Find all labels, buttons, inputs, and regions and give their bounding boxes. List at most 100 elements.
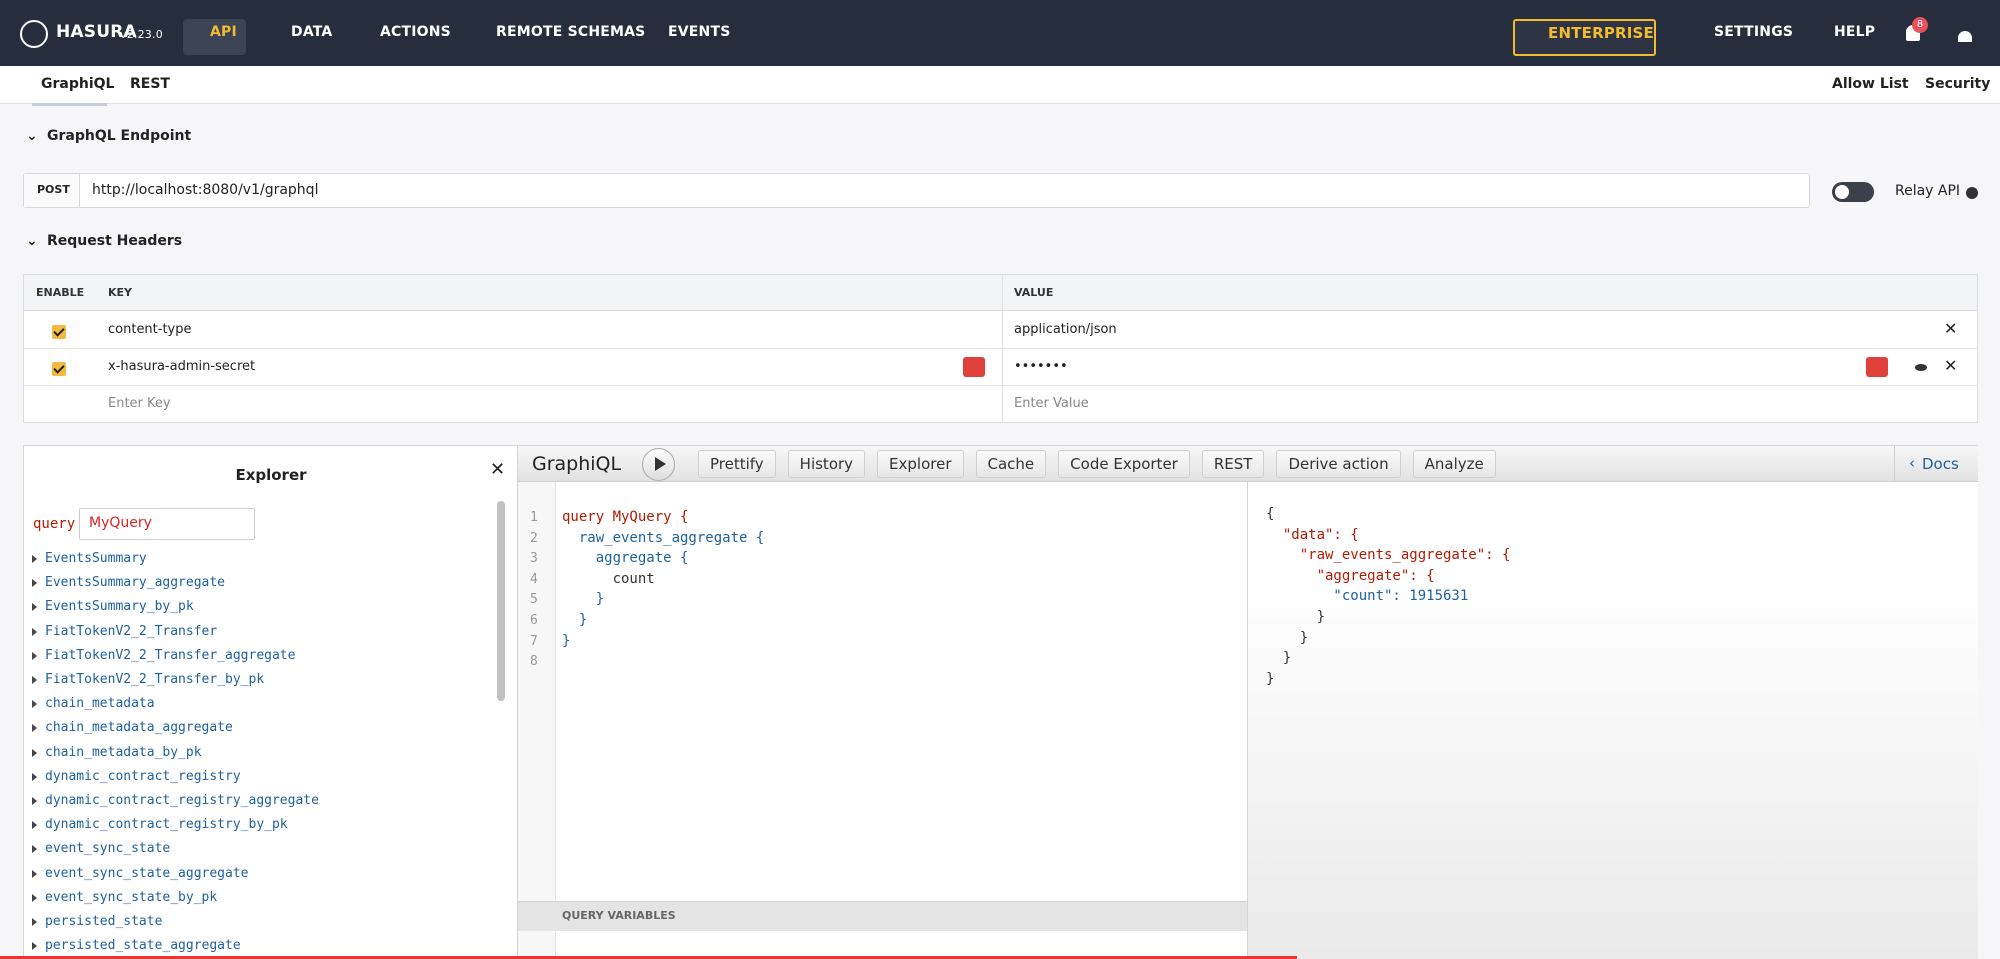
explorer-field[interactable]: event_sync_state [45,841,171,857]
notification-count: 8 [1912,17,1928,33]
nav-tab[interactable]: REMOTE SCHEMAS [496,24,646,40]
nav-tab[interactable]: EVENTS [668,24,731,40]
play-icon[interactable] [655,457,666,471]
headers-table: ENABLE KEY VALUE content-type application/js… [23,274,1978,423]
query-line[interactable]: count [562,570,655,587]
collapse-icon[interactable]: ⌄ [26,128,38,144]
query-line[interactable]: raw_events_aggregate { [562,529,765,546]
explorer-field[interactable]: chain_metadata_aggregate [45,720,233,736]
close-explorer[interactable]: ✕ [490,459,506,480]
docs-link[interactable]: Docs [1922,455,1959,473]
settings[interactable]: SETTINGS [1714,24,1794,40]
secret-icon[interactable] [963,357,985,377]
enable-checkbox[interactable] [52,325,66,339]
sub-tab[interactable]: GraphiQL [41,76,115,92]
query-line[interactable]: } [562,612,588,628]
placeholder-key[interactable]: Enter Key [108,396,171,411]
field-arrow[interactable] [32,651,37,660]
field-arrow[interactable] [32,724,37,733]
explorer-field[interactable]: FiatTokenV2_2_Transfer [45,623,218,639]
field-arrow[interactable] [32,627,37,636]
variables-title[interactable]: QUERY VARIABLES [562,909,676,922]
query-line[interactable]: aggregate { [562,550,689,567]
row-divider [24,385,1977,386]
field-arrow[interactable] [32,869,37,878]
field-arrow[interactable] [32,845,37,854]
docs-arrow[interactable]: ‹ [1909,454,1915,472]
nav-tab[interactable]: API [210,24,237,40]
toolbar-button[interactable]: Cache [975,450,1047,478]
query-name-input[interactable] [79,508,255,540]
user-icon[interactable] [1958,31,1972,42]
remove-icon[interactable]: ✕ [1944,319,1958,338]
line-number: 5 [530,592,538,608]
nav-tab[interactable]: DATA [291,24,333,40]
explorer-field[interactable]: EventsSummary [45,551,147,566]
query-line[interactable]: query MyQuery { [562,509,689,525]
field-arrow[interactable] [32,797,37,805]
query-line[interactable]: } [562,632,571,649]
field-arrow[interactable] [32,555,37,563]
explorer-field[interactable]: persisted_state_aggregate [45,938,241,954]
enterprise-label[interactable]: ENTERPRISE [1548,24,1655,42]
toolbar-button[interactable]: Derive action [1276,450,1401,478]
explorer-field[interactable]: FiatTokenV2_2_Transfer_aggregate [45,647,296,663]
show-icon[interactable] [1915,364,1927,371]
sub-tab[interactable]: REST [130,76,170,92]
placeholder-value[interactable]: Enter Value [1014,396,1089,411]
endpoint-url[interactable]: http://localhost:8080/v1/graphql [92,182,319,198]
field-arrow[interactable] [32,918,37,926]
field-arrow[interactable] [32,748,37,757]
field-arrow[interactable] [32,676,37,684]
field-arrow[interactable] [32,893,37,902]
toolbar-button[interactable]: Code Exporter [1058,450,1190,478]
nav-tab[interactable]: ACTIONS [380,24,451,40]
explorer-field[interactable]: event_sync_state_by_pk [45,889,218,905]
secret-icon[interactable] [1866,357,1888,377]
explorer-field[interactable]: persisted_state [45,914,163,929]
explorer-field[interactable]: dynamic_contract_registry_by_pk [45,817,288,833]
sub-link[interactable]: Security [1925,76,1991,92]
explorer-field[interactable]: chain_metadata [45,696,155,712]
explorer-field[interactable]: EventsSummary_aggregate [45,575,226,591]
field-arrow[interactable] [32,772,37,781]
field-arrow[interactable] [32,700,37,709]
result-line: "count": 1915631 [1266,588,1469,605]
field-arrow[interactable] [32,821,37,830]
query-line[interactable]: } [562,591,605,608]
collapse-icon[interactable]: ⌄ [26,233,38,249]
header-value[interactable]: application/json [1014,322,1117,337]
field-arrow[interactable] [32,603,37,612]
header-key[interactable]: content-type [108,322,192,337]
row-divider [24,348,1977,349]
field-arrow[interactable] [32,942,37,951]
field-arrow[interactable] [32,579,37,588]
query-name[interactable]: MyQuery [89,515,152,531]
header-value[interactable]: ••••••• [1014,359,1068,374]
section-title: Request Headers [47,233,183,249]
toolbar-button[interactable]: Analyze [1412,450,1496,478]
line-number: 8 [530,654,538,670]
help[interactable]: HELP [1834,24,1876,40]
toolbar-button[interactable]: History [787,450,866,478]
relay-toggle[interactable] [1832,182,1874,202]
explorer-field[interactable]: chain_metadata_by_pk [45,744,202,760]
toolbar-button[interactable]: Prettify [698,450,776,478]
column-header: ENABLE [36,286,85,299]
result-line: } [1266,670,1275,687]
toolbar-button[interactable]: REST [1201,450,1265,478]
header-key[interactable]: x-hasura-admin-secret [108,359,256,374]
explorer-field[interactable]: EventsSummary_by_pk [45,599,194,615]
info-icon[interactable] [1966,187,1978,199]
remove-icon[interactable]: ✕ [1944,356,1958,375]
toolbar-button[interactable]: Explorer [877,450,964,478]
explorer-field[interactable]: FiatTokenV2_2_Transfer_by_pk [45,672,265,687]
explorer-field[interactable]: event_sync_state_aggregate [45,865,249,881]
endpoint-input[interactable]: POST http://localhost:8080/v1/graphql [23,173,1810,208]
enable-checkbox[interactable] [52,362,66,376]
explorer-field[interactable]: dynamic_contract_registry_aggregate [45,793,319,808]
explorer-field[interactable]: dynamic_contract_registry [45,768,241,784]
enterprise-button[interactable] [1513,19,1656,56]
toolbar-buttons: Prettify History Explorer Cache Code Exporte… [698,450,1496,478]
sub-link[interactable]: Allow List [1832,76,1909,92]
